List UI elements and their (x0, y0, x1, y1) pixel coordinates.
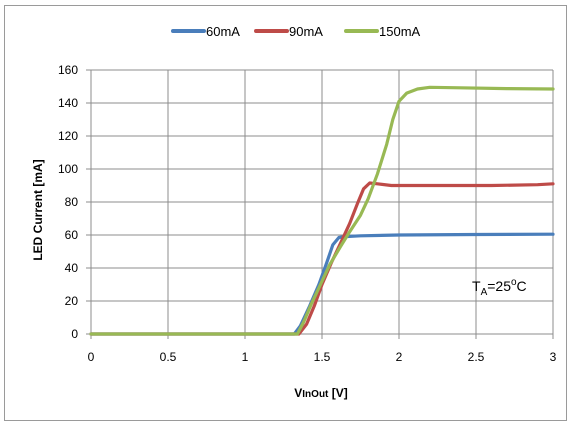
x-tick-label: 0 (88, 350, 95, 364)
x-tick-label: 2.5 (468, 350, 485, 364)
x-axis-label: VInOut [V] (294, 386, 347, 400)
annotation-sup: o (511, 277, 517, 288)
series-line-90mA (89, 181, 555, 336)
y-axis-label: LED Current [mA] (31, 159, 45, 260)
series-line-150mA (89, 85, 555, 336)
x-axis-label-unit: [V] (328, 386, 347, 400)
annotation-unit: C (517, 278, 527, 294)
x-tick-label: 2 (396, 350, 403, 364)
y-tick-label: 120 (58, 129, 78, 143)
temperature-annotation: TA=25oC (472, 277, 527, 298)
y-tick-label: 0 (71, 327, 78, 341)
grid (86, 69, 554, 339)
y-tick-label: 20 (65, 294, 79, 308)
y-tick-label: 60 (65, 228, 79, 242)
x-tick-label: 0.5 (160, 350, 177, 364)
tick-labels: 0 20 40 60 80 100 120 140 160 0 0.5 1 1.5 2 2.5 3 (58, 63, 557, 364)
legend-label-60mA: 60mA (206, 24, 240, 39)
annotation-sub: A (481, 287, 488, 298)
legend-label-90mA: 90mA (289, 24, 323, 39)
x-tick-label: 3 (550, 350, 557, 364)
x-tick-label: 1 (242, 350, 249, 364)
y-tick-label: 80 (65, 195, 79, 209)
y-tick-label: 40 (65, 261, 79, 275)
y-tick-label: 160 (58, 63, 78, 77)
y-tick-label: 100 (58, 162, 78, 176)
chart-frame (4, 5, 567, 421)
x-axis-label-sub: InOut (302, 389, 329, 400)
x-axis-label-main: V (294, 386, 302, 400)
legend-label-150mA: 150mA (379, 24, 421, 39)
annotation-rest: =25 (487, 278, 511, 294)
series-lines (89, 85, 555, 336)
y-tick-label: 140 (58, 96, 78, 110)
x-tick-label: 1.5 (314, 350, 331, 364)
legend: 60mA 90mA 150mA (171, 24, 421, 39)
annotation-main: T (472, 278, 481, 294)
